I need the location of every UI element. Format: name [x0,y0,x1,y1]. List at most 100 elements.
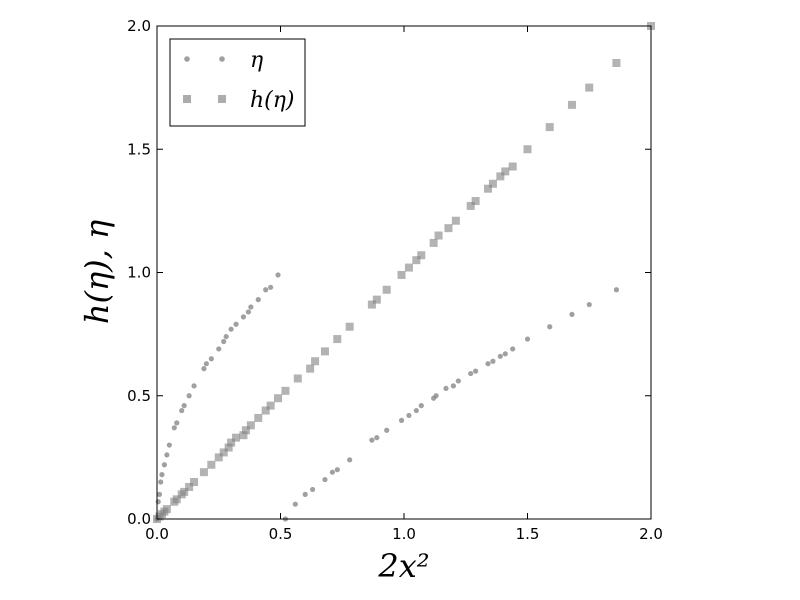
legend-box [169,38,306,127]
h-eta-point [367,300,376,309]
h-eta-point [523,145,532,154]
x-tick-label: 0.5 [269,525,293,543]
h-eta-point [190,478,199,487]
axis-ticks: 0.0 0.5 1.0 1.5 2.0 0.0 0.5 1.0 1.5 2.0 [127,17,663,543]
eta-point [485,361,491,367]
h-eta-point [333,335,342,344]
eta-point [547,324,553,330]
h-eta-point [274,394,283,403]
eta-point [203,361,209,367]
eta-point [233,321,239,327]
eta-point [450,383,456,389]
legend-h-marker-2 [218,95,226,103]
h-eta-point [185,482,194,491]
eta-point [347,457,353,463]
eta-point [418,403,424,409]
h-eta-point [451,216,460,225]
eta-point [455,378,461,384]
eta-point [268,284,274,290]
h-eta-point [508,162,517,171]
eta-point [158,479,164,485]
h-eta-point [372,295,381,304]
eta-point [159,472,165,478]
eta-point [502,351,508,357]
h-eta-point [483,184,492,193]
h-eta-point [261,406,270,415]
x-tick-label: 0.0 [145,525,169,543]
legend-eta-label: η [250,48,263,73]
eta-point [369,437,375,443]
eta-point [166,442,172,448]
h-eta-point [496,172,505,181]
h-eta-point [444,224,453,233]
h-eta-point [254,413,263,422]
h-eta-point [471,197,480,206]
h-eta-point [162,505,171,514]
y-tick-label: 2.0 [127,17,151,35]
eta-point [569,311,575,318]
h-eta-point [219,448,228,457]
legend-eta-marker-1 [184,56,190,62]
h-eta-point [232,433,241,442]
h-eta-point [207,460,216,469]
h-eta-point [429,238,438,247]
eta-point [406,412,412,419]
h-eta-point [434,231,443,240]
h-eta-point [397,270,406,279]
y-axis-label: h(η), η [78,220,116,324]
eta-point [497,353,503,359]
data-marks [153,22,655,523]
h-eta-point [172,495,181,504]
h-eta-point [567,100,576,109]
h-eta-point [466,201,475,210]
h-eta-point [311,357,320,366]
y-tick-label: 1.0 [127,264,151,282]
eta-point [524,336,531,342]
eta-point [223,333,229,340]
eta-point [191,383,197,389]
eta-point [255,297,261,303]
h-eta-point [180,487,189,496]
eta-point [248,304,254,310]
eta-point [310,486,316,493]
eta-point [216,346,222,352]
eta-point [155,499,161,505]
h-eta-point [199,468,208,477]
eta-point [263,287,269,293]
eta-point [171,425,177,431]
h-eta-point [545,123,554,132]
y-tick-label: 0.0 [127,510,151,528]
h-eta-point [585,83,594,92]
x-tick-label: 1.5 [516,525,540,543]
y-tick-label: 0.5 [127,387,151,405]
y-tick-label: 1.5 [127,140,151,158]
h-eta-point [306,364,315,373]
h-eta-point [404,263,413,272]
eta-point [490,358,496,364]
eta-point [156,491,163,497]
h-eta-point [417,251,426,260]
x-axis-label: 2x² [377,547,429,585]
eta-point [186,393,192,399]
eta-point [374,435,380,441]
h-eta-point [227,438,236,447]
h-eta-point [345,322,354,331]
x-tick-label: 2.0 [639,525,663,543]
h-eta-point [281,386,290,395]
legend-h-label: h(η) [250,88,295,113]
eta-point [334,467,340,473]
eta-point [292,501,298,507]
eta-point [322,476,328,483]
h-eta-point [488,179,497,188]
eta-point [468,370,474,377]
eta-point [275,272,281,278]
eta-point [413,407,419,414]
eta-point [174,420,180,426]
h-eta-point [293,374,302,383]
eta-point [510,346,516,352]
eta-point [240,314,247,320]
eta-point [613,287,620,293]
eta-point [443,385,449,391]
legend-eta-marker-2 [219,56,225,62]
